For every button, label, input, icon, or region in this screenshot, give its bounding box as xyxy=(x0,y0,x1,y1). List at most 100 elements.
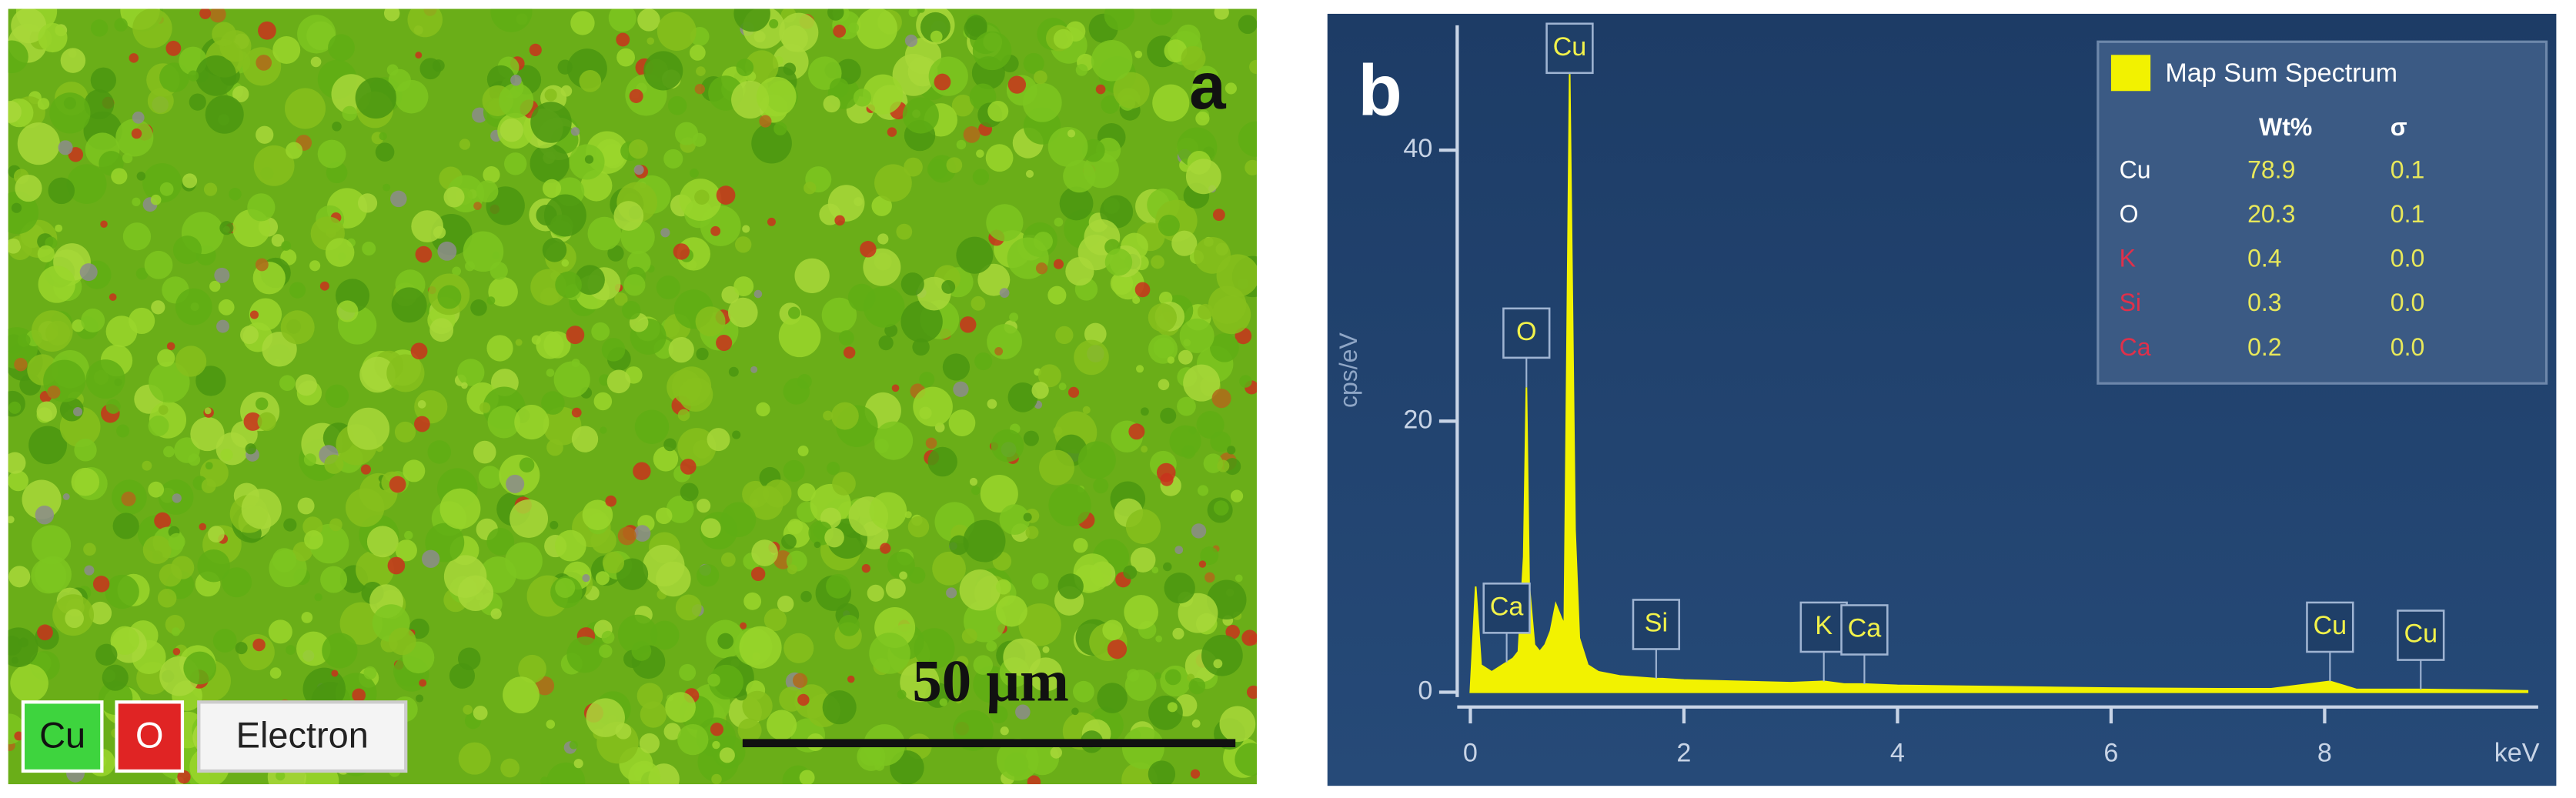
texture-dot xyxy=(157,589,177,608)
texture-dot xyxy=(1054,217,1064,227)
texture-dot xyxy=(394,79,429,114)
texture-dot xyxy=(411,210,444,242)
map-texture xyxy=(8,8,1257,785)
texture-dot xyxy=(1241,629,1257,646)
texture-dot xyxy=(601,338,626,362)
texture-dot xyxy=(1110,272,1134,295)
texture-dot xyxy=(1190,769,1201,779)
texture-dot xyxy=(1053,28,1074,49)
texture-dot xyxy=(486,296,496,305)
texture-dot xyxy=(208,526,225,543)
texture-dot xyxy=(650,620,680,650)
texture-dot xyxy=(712,740,720,750)
texture-dot xyxy=(14,731,24,741)
texture-dot xyxy=(272,548,297,573)
texture-dot xyxy=(79,263,98,282)
texture-dot xyxy=(163,446,175,458)
texture-dot xyxy=(458,742,491,775)
texture-dot xyxy=(677,428,717,467)
texture-dot xyxy=(1211,389,1231,409)
texture-dot xyxy=(218,299,235,316)
texture-dot xyxy=(656,275,680,300)
texture-dot xyxy=(443,186,465,208)
texture-dot xyxy=(449,663,476,689)
texture-dot xyxy=(255,258,269,272)
texture-dot xyxy=(955,696,963,704)
texture-dot xyxy=(542,238,567,262)
texture-dot xyxy=(736,58,754,76)
texture-dot xyxy=(1225,82,1237,95)
texture-dot xyxy=(505,542,543,580)
texture-dot xyxy=(276,770,286,781)
texture-dot xyxy=(880,543,891,554)
texture-dot xyxy=(171,627,181,636)
texture-dot xyxy=(1158,379,1170,391)
legend-box xyxy=(115,700,185,773)
texture-dot xyxy=(734,236,752,253)
texture-dot xyxy=(510,74,522,86)
texture-dot xyxy=(1025,169,1034,178)
texture-dot xyxy=(295,374,317,396)
texture-dot xyxy=(1081,139,1105,162)
texture-dot xyxy=(1022,82,1062,122)
texture-dot xyxy=(417,400,426,409)
texture-dot xyxy=(550,520,559,529)
texture-dot xyxy=(1067,386,1080,398)
texture-dot xyxy=(142,460,152,471)
texture-dot xyxy=(272,36,301,65)
annotation-label: Cu xyxy=(2314,611,2347,640)
texture-dot xyxy=(199,523,207,531)
texture-dot xyxy=(1113,72,1150,109)
texture-dot xyxy=(546,439,563,456)
annotation-box xyxy=(1840,604,1889,656)
annotation-label: Ca xyxy=(1848,614,1882,643)
texture-dot xyxy=(707,428,730,452)
y-tick-label: 0 xyxy=(1418,676,1432,706)
texture-dot xyxy=(912,338,930,356)
texture-dot xyxy=(1183,364,1221,402)
texture-dot xyxy=(1000,726,1009,736)
texture-dot xyxy=(519,457,535,473)
texture-dot xyxy=(360,464,371,475)
texture-dot xyxy=(506,474,525,493)
texture-dot xyxy=(593,392,613,411)
texture-dot xyxy=(530,102,572,143)
texture-dot xyxy=(697,499,711,513)
texture-dot xyxy=(570,127,580,136)
texture-dot xyxy=(1198,560,1207,568)
texture-dot xyxy=(283,518,297,532)
texture-dot xyxy=(166,342,175,351)
texture-dot xyxy=(175,346,207,377)
annotation-box xyxy=(2306,601,2354,653)
texture-dot xyxy=(148,481,165,498)
texture-dot xyxy=(309,260,321,272)
texture-dot xyxy=(60,48,86,73)
texture-dot xyxy=(1071,707,1079,716)
texture-dot xyxy=(833,25,847,38)
texture-dot xyxy=(189,93,206,111)
texture-dot xyxy=(32,525,72,565)
texture-dot xyxy=(887,127,897,137)
texture-dot xyxy=(1227,446,1236,455)
texture-dot xyxy=(286,645,296,656)
texture-dot xyxy=(301,612,313,623)
texture-dot xyxy=(129,53,139,63)
texture-dot xyxy=(710,225,721,236)
texture-dot xyxy=(1132,295,1141,304)
texture-dot xyxy=(797,483,816,502)
texture-dot xyxy=(271,234,285,247)
texture-dot xyxy=(1214,8,1229,20)
texture-dot xyxy=(1093,478,1109,494)
texture-dot xyxy=(165,614,185,635)
texture-dot xyxy=(634,409,670,444)
table-wt: 20.3 xyxy=(2247,200,2295,228)
texture-dot xyxy=(486,527,515,556)
texture-dot xyxy=(543,194,586,237)
texture-dot xyxy=(1174,546,1184,554)
y-tick-label: 40 xyxy=(1403,134,1432,163)
texture-dot xyxy=(717,633,734,649)
texture-dot xyxy=(932,551,966,586)
texture-dot xyxy=(963,519,1006,563)
table-wt: 0.2 xyxy=(2247,333,2281,361)
texture-dot xyxy=(247,193,276,222)
